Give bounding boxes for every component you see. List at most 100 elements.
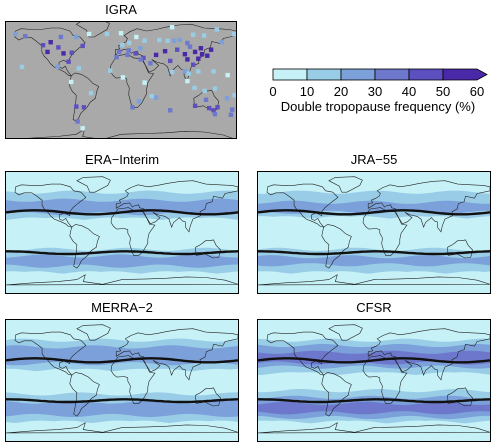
station-marker-2 [48, 40, 53, 45]
station-marker-5 [69, 50, 74, 55]
station-marker-73 [130, 105, 135, 110]
station-marker-38 [171, 38, 177, 43]
subtropical-jet-line-1 [258, 398, 490, 404]
station-marker-80 [138, 57, 143, 62]
colorbar-tick-0: 0 [269, 84, 277, 99]
colorbar-tick-30: 30 [367, 84, 383, 99]
station-marker-22 [116, 49, 122, 55]
station-marker-44 [182, 52, 188, 57]
coast-north-america [14, 183, 87, 228]
station-marker-33 [162, 49, 168, 54]
coast-south-america [69, 224, 100, 269]
panel-merra-2: MERRA−2 [5, 301, 239, 443]
station-marker-77 [107, 68, 113, 73]
colorbar-segment-0 [272, 68, 308, 81]
map-igra [5, 21, 237, 139]
coast-greenland [75, 22, 110, 38]
station-marker-83 [168, 108, 173, 113]
panel-era-interim: ERA−Interim [5, 153, 239, 295]
coast-greenland [328, 324, 363, 341]
station-marker-32 [153, 52, 159, 58]
station-marker-62 [207, 105, 212, 111]
panel-title-merra-2: MERRA−2 [91, 300, 153, 315]
field-band-0 [258, 320, 490, 342]
station-marker-64 [211, 108, 216, 113]
station-marker-88 [169, 25, 175, 30]
station-marker-30 [141, 55, 146, 61]
map-cfsr-svg [258, 320, 490, 441]
station-marker-74 [136, 99, 142, 104]
coast-eurasia [367, 328, 490, 381]
coast-africa [110, 355, 156, 404]
station-marker-61 [192, 103, 198, 108]
station-marker-7 [55, 64, 60, 70]
field-band-0 [258, 172, 490, 194]
station-marker-18 [81, 105, 87, 110]
station-marker-3 [56, 45, 61, 50]
station-marker-51 [185, 57, 190, 62]
station-marker-0 [23, 34, 28, 39]
coast-africa [362, 355, 408, 404]
field-band-6 [6, 420, 238, 441]
subtropical-jet-line-1 [258, 250, 490, 256]
coast-eurasia [115, 23, 236, 82]
coast-south-america [321, 224, 352, 269]
station-marker-72 [211, 69, 216, 74]
panel-jra-55: JRA−55 [257, 153, 491, 295]
station-marker-84 [219, 40, 225, 45]
station-marker-87 [118, 31, 124, 36]
field-band-0 [6, 320, 238, 342]
station-marker-58 [192, 85, 197, 91]
field-band-0 [6, 172, 238, 194]
coast-greenland [76, 176, 111, 193]
station-marker-81 [125, 52, 130, 58]
field-band-3 [6, 368, 238, 396]
coast-antarctica [6, 274, 238, 286]
colorbar-segment-4 [408, 68, 444, 81]
colorbar-label: Double tropopause frequency (%) [280, 99, 476, 114]
station-marker-56 [196, 69, 201, 74]
map-jra-55 [257, 171, 491, 294]
station-marker-60 [212, 86, 218, 91]
station-marker-63 [215, 105, 220, 110]
station-marker-13 [86, 31, 92, 37]
station-marker-47 [191, 62, 196, 67]
map-era-interim [5, 171, 239, 294]
station-marker-11 [45, 49, 50, 55]
coast-south-america [69, 372, 100, 417]
coast-north-america [266, 331, 339, 376]
station-marker-42 [201, 33, 207, 38]
field-band-5 [258, 255, 490, 267]
station-marker-24 [127, 40, 132, 46]
station-marker-27 [138, 46, 143, 51]
station-marker-31 [148, 61, 153, 66]
colorbar: 0 10 20 30 40 50 60 Double tropopause fr… [269, 68, 493, 114]
station-marker-41 [191, 32, 196, 37]
station-marker-28 [126, 48, 131, 53]
coast-eurasia [115, 180, 238, 233]
colorbar-segment-3 [374, 68, 410, 81]
station-marker-78 [153, 95, 159, 100]
coast-south-america [321, 372, 352, 417]
colorbar-tick-10: 10 [299, 84, 315, 99]
station-marker-86 [13, 31, 18, 37]
station-marker-85 [231, 31, 236, 37]
station-marker-57 [185, 78, 190, 84]
station-marker-65 [212, 111, 218, 117]
field-band-3 [6, 217, 238, 251]
station-marker-53 [198, 46, 204, 51]
station-marker-37 [165, 38, 170, 43]
map-igra-svg [6, 22, 236, 138]
station-marker-15 [19, 64, 25, 70]
station-marker-29 [133, 51, 138, 56]
station-marker-35 [169, 69, 175, 75]
station-marker-25 [134, 34, 139, 40]
station-marker-76 [120, 75, 126, 80]
coast-antarctica [258, 422, 490, 434]
colorbar-segment-5 [442, 68, 488, 81]
colorbar-tick-40: 40 [401, 84, 417, 99]
station-marker-10 [58, 34, 64, 40]
panel-igra: IGRA [5, 3, 237, 139]
coast-eurasia [115, 328, 238, 381]
field-band-5 [6, 254, 238, 268]
